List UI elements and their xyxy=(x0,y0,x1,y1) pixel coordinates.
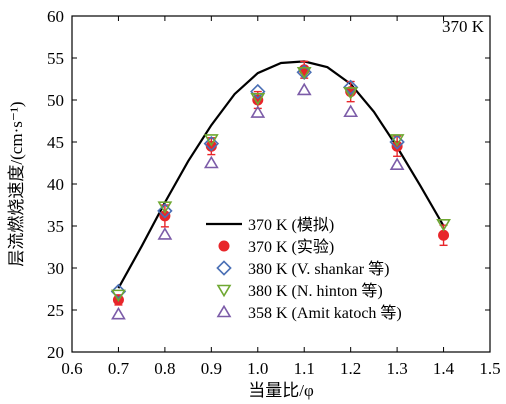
x-axis-title: 当量比/φ xyxy=(248,381,314,400)
series-0 xyxy=(117,60,445,289)
data-point xyxy=(438,229,450,241)
legend-marker-swatch xyxy=(216,284,232,298)
data-point xyxy=(250,83,266,100)
x-tick-label: 0.9 xyxy=(201,359,222,378)
data-point xyxy=(157,203,173,219)
data-point xyxy=(296,66,312,80)
x-tick-label: 0.7 xyxy=(108,359,130,378)
y-tick-label: 25 xyxy=(47,301,64,320)
y-tick-label: 45 xyxy=(47,133,64,152)
data-point xyxy=(343,104,359,118)
legend-label: 380 K (V. shankar 等) xyxy=(248,260,389,278)
legend: 370 K (模拟) 370 K (实验) 380 K (V. shankar 等)… xyxy=(206,216,402,322)
legend-item: 370 K (模拟) xyxy=(206,216,334,234)
x-tick-label: 0.8 xyxy=(154,359,175,378)
data-point xyxy=(389,157,405,170)
data-point xyxy=(157,201,173,214)
temperature-annotation: 370 K xyxy=(442,17,485,36)
legend-item: 370 K (实验) xyxy=(218,238,334,256)
data-point xyxy=(111,289,126,303)
legend-marker-swatch xyxy=(218,240,230,252)
data-point xyxy=(342,79,359,96)
data-point xyxy=(436,219,451,232)
data-point xyxy=(111,306,126,320)
legend-item: 380 K (N. hinton 等) xyxy=(216,282,383,300)
legend-label: 358 K (Amit katoch 等) xyxy=(248,304,402,322)
y-tick-label: 60 xyxy=(47,7,64,26)
y-axis-title: 层流燃烧速度/(cm·s⁻¹) xyxy=(7,101,26,266)
y-tick-label: 30 xyxy=(47,259,64,278)
data-point xyxy=(250,105,266,118)
data-point xyxy=(296,82,312,96)
x-tick-label: 0.6 xyxy=(61,359,82,378)
y-tick-label: 55 xyxy=(47,49,64,68)
data-point xyxy=(389,134,405,150)
data-point xyxy=(157,227,173,240)
data-point xyxy=(203,155,219,169)
plot-frame xyxy=(71,15,491,353)
x-tick-label: 1.0 xyxy=(247,359,268,378)
simulation-line xyxy=(117,60,445,289)
data-point xyxy=(110,283,127,300)
legend-item: 380 K (V. shankar 等) xyxy=(216,260,389,278)
y-tick-label: 35 xyxy=(47,217,64,236)
data-point xyxy=(203,134,219,147)
series-3 xyxy=(111,66,451,303)
legend-label: 370 K (模拟) xyxy=(248,216,334,234)
y-tick-label: 40 xyxy=(47,175,64,194)
legend-label: 380 K (N. hinton 等) xyxy=(248,282,383,300)
data-point xyxy=(389,134,405,147)
data-point xyxy=(250,93,266,106)
x-tick-label: 1.1 xyxy=(294,359,315,378)
data-point xyxy=(343,87,359,100)
legend-label: 370 K (实验) xyxy=(248,238,334,256)
y-tick-label: 50 xyxy=(47,91,64,110)
legend-marker-swatch xyxy=(216,304,232,318)
data-point xyxy=(203,135,220,152)
x-tick-label: 1.3 xyxy=(386,359,407,378)
plot-area: 0.6 0.7 0.8 0.9 1.0 1.1 1.2 1.3 1.4 1.5 20 25 30 35 40… xyxy=(47,7,501,378)
series-4 xyxy=(111,82,405,320)
y-tick-label: 20 xyxy=(47,343,64,362)
x-tick-label: 1.2 xyxy=(340,359,361,378)
x-tick-label: 1.4 xyxy=(433,359,455,378)
x-tick-label: 1.5 xyxy=(479,359,500,378)
legend-marker-swatch xyxy=(216,260,232,276)
legend-item: 358 K (Amit katoch 等) xyxy=(216,304,402,322)
